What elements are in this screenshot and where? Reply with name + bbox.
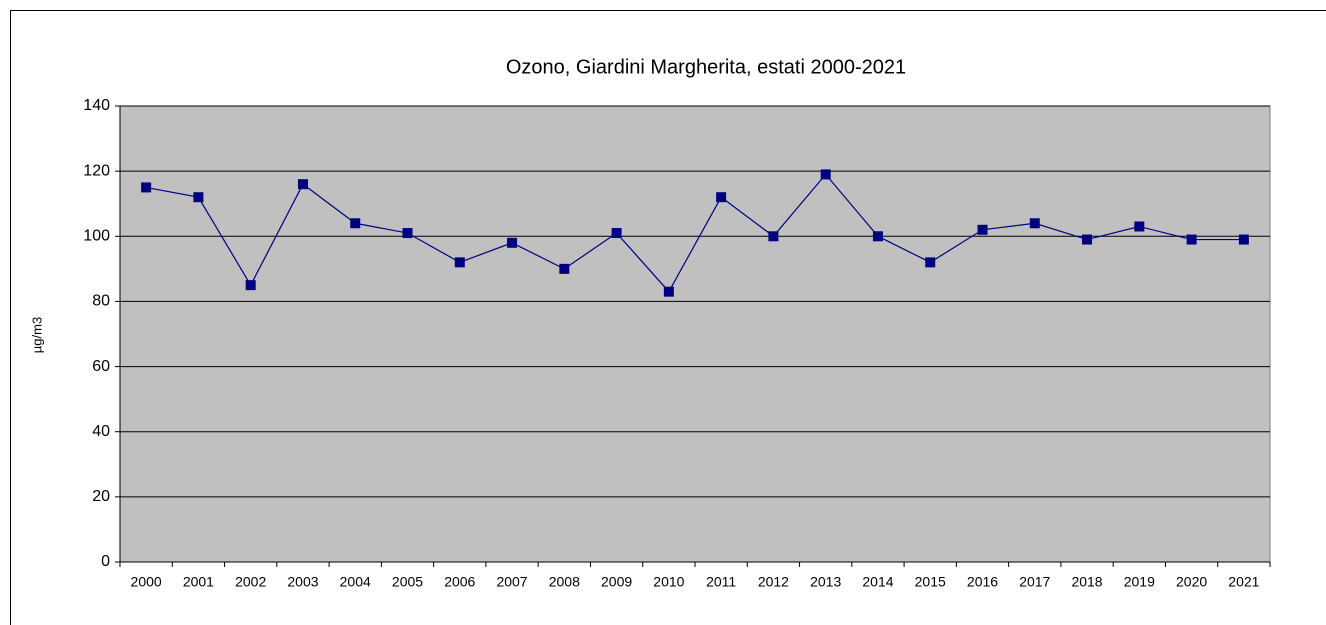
x-tick-label: 2012 xyxy=(758,574,789,590)
data-point xyxy=(925,257,936,268)
x-tick-label: 2015 xyxy=(915,574,946,590)
x-tick-label: 2016 xyxy=(967,574,998,590)
x-tick-label: 2017 xyxy=(1019,574,1050,590)
data-point xyxy=(402,228,413,239)
data-point xyxy=(1134,221,1145,232)
x-tick-label: 2018 xyxy=(1071,574,1102,590)
x-tick-label: 2002 xyxy=(235,574,266,590)
chart-title: Ozono, Giardini Margherita, estati 2000-… xyxy=(506,56,906,78)
y-tick-label: 140 xyxy=(83,97,110,114)
data-point xyxy=(663,286,674,297)
y-tick-label: 40 xyxy=(92,423,110,440)
data-point xyxy=(507,237,518,248)
data-point xyxy=(193,192,204,203)
data-point xyxy=(559,263,570,274)
y-tick-label: 80 xyxy=(92,293,110,310)
data-point xyxy=(820,169,831,180)
y-tick-label: 120 xyxy=(83,162,110,179)
data-point xyxy=(977,224,988,235)
x-tick-label: 2011 xyxy=(706,574,736,590)
x-tick-label: 2006 xyxy=(444,574,475,590)
y-tick-label: 20 xyxy=(92,488,110,505)
data-point xyxy=(454,257,465,268)
x-tick-label: 2003 xyxy=(287,574,318,590)
y-tick-label: 60 xyxy=(92,358,110,375)
x-tick-label: 2004 xyxy=(340,574,371,590)
data-point xyxy=(611,228,622,239)
y-tick-label: 0 xyxy=(101,553,110,570)
x-tick-label: 2007 xyxy=(496,574,527,590)
x-tick-label: 2008 xyxy=(549,574,580,590)
x-tick-label: 2021 xyxy=(1228,574,1259,590)
x-tick-label: 2005 xyxy=(392,574,423,590)
data-point xyxy=(716,192,727,203)
series-line xyxy=(146,173,1244,293)
data-point xyxy=(1238,234,1249,245)
data-point xyxy=(297,179,308,190)
x-tick-label: 2009 xyxy=(601,574,632,590)
x-tick-label: 2019 xyxy=(1124,574,1155,590)
data-point xyxy=(350,218,361,229)
data-point xyxy=(768,231,779,242)
plot-area xyxy=(119,105,1271,563)
data-point xyxy=(141,182,152,193)
y-axis-label: µg/m3 xyxy=(29,317,44,353)
data-point xyxy=(872,231,883,242)
x-tick-label: 2014 xyxy=(862,574,893,590)
y-tick-label: 100 xyxy=(83,228,110,245)
data-point xyxy=(1029,218,1040,229)
x-tick-label: 2001 xyxy=(183,574,214,590)
x-tick-label: 2010 xyxy=(653,574,684,590)
data-point xyxy=(1082,234,1093,245)
data-point xyxy=(1186,234,1197,245)
x-tick-label: 2000 xyxy=(131,574,162,590)
data-point xyxy=(245,280,256,291)
x-tick-label: 2013 xyxy=(810,574,841,590)
x-tick-label: 2020 xyxy=(1176,574,1207,590)
